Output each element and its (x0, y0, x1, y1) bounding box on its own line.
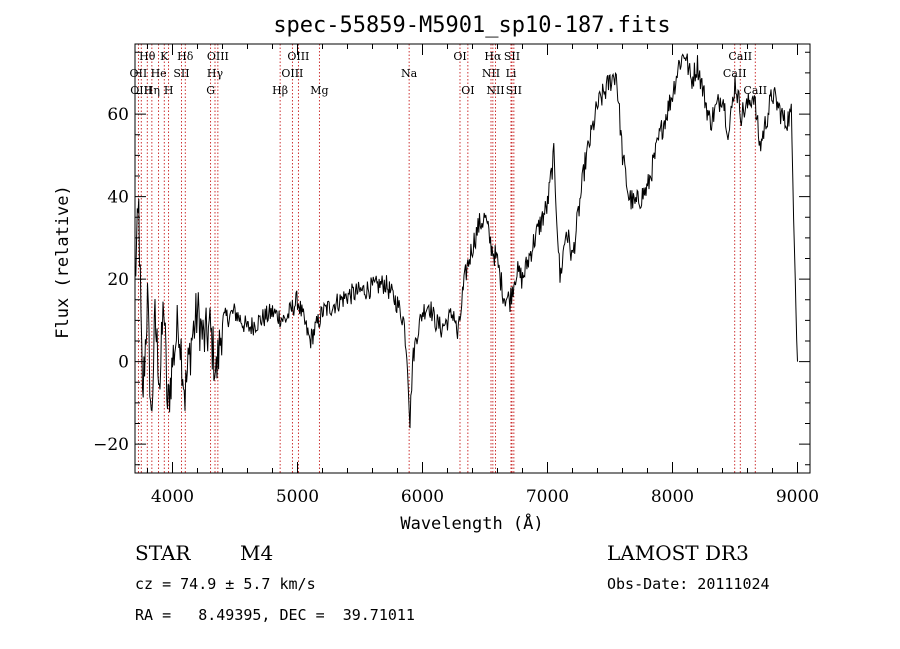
spectral-line-labels: Hθ OII OIII K He Hη SII H Hδ OIII Hγ G Hβ OIII OIII Mg N… (130, 50, 768, 97)
line-label-11: G (206, 84, 215, 97)
line-label-24: SII (506, 84, 522, 97)
line-label-16: Na (401, 67, 418, 80)
line-label-13: OIII (287, 50, 309, 63)
y-axis-label: Flux (relative) (53, 185, 73, 339)
line-label-10: Hγ (207, 67, 224, 80)
line-label-19: Hα (484, 50, 502, 63)
x-tick-label: 7000 (526, 487, 569, 507)
line-label-8: Hδ (177, 50, 194, 63)
x-tick-label: 5000 (276, 487, 319, 507)
plot-frame (134, 43, 811, 474)
line-label-27: CaII (743, 84, 767, 97)
line-label-23: NII (486, 84, 504, 97)
y-tick-label: 20 (107, 270, 129, 290)
axis-ticks (135, 44, 810, 473)
coordinates-readout: RA = 8.49395, DEC = 39.71011 (135, 606, 415, 624)
line-label-21: NII (482, 67, 500, 80)
x-axis-label: Wavelength (Å) (400, 512, 543, 534)
y-tick-label: 60 (107, 105, 129, 125)
line-label-0: Hθ (139, 50, 156, 63)
chart-title: spec-55859-M5901_sp10-187.fits (273, 13, 670, 38)
x-tick-label: 4000 (151, 487, 194, 507)
x-tick-label: 9000 (776, 487, 819, 507)
line-label-9: OIII (207, 50, 229, 63)
line-label-7: H (164, 84, 174, 97)
line-label-22: Li (506, 67, 517, 80)
line-label-4: He (151, 67, 167, 80)
line-label-20: SII (504, 50, 520, 63)
velocity-readout: cz = 74.9 ± 5.7 km/s (135, 575, 316, 593)
line-label-6: SII (173, 67, 189, 80)
tick-labels: 4000 5000 6000 7000 8000 9000 −20 0 20 40 60 (93, 105, 819, 507)
obs-date: Obs-Date: 20111024 (607, 575, 770, 593)
spectral-line-markers (137, 44, 756, 473)
line-label-17: OI (453, 50, 466, 63)
y-tick-label: −20 (93, 435, 129, 455)
x-tick-label: 8000 (651, 487, 694, 507)
line-label-25: CaII (728, 50, 752, 63)
line-label-1: OII (130, 67, 148, 80)
survey-name: LAMOST DR3 (607, 541, 749, 565)
line-label-2: OIII (130, 84, 152, 97)
line-label-3: K (160, 50, 169, 63)
line-label-26: CaII (723, 67, 747, 80)
object-class: STAR (135, 541, 191, 565)
line-label-5: Hη (144, 84, 160, 97)
line-label-18: OI (461, 84, 474, 97)
flux-series-line (134, 53, 798, 429)
spectral-subclass: M4 (240, 541, 273, 565)
line-label-15: Mg (310, 84, 328, 97)
line-label-12: Hβ (272, 84, 288, 97)
y-tick-label: 0 (118, 353, 129, 373)
x-tick-label: 6000 (401, 487, 444, 507)
y-tick-label: 40 (107, 188, 129, 208)
line-label-14: OIII (281, 67, 303, 80)
